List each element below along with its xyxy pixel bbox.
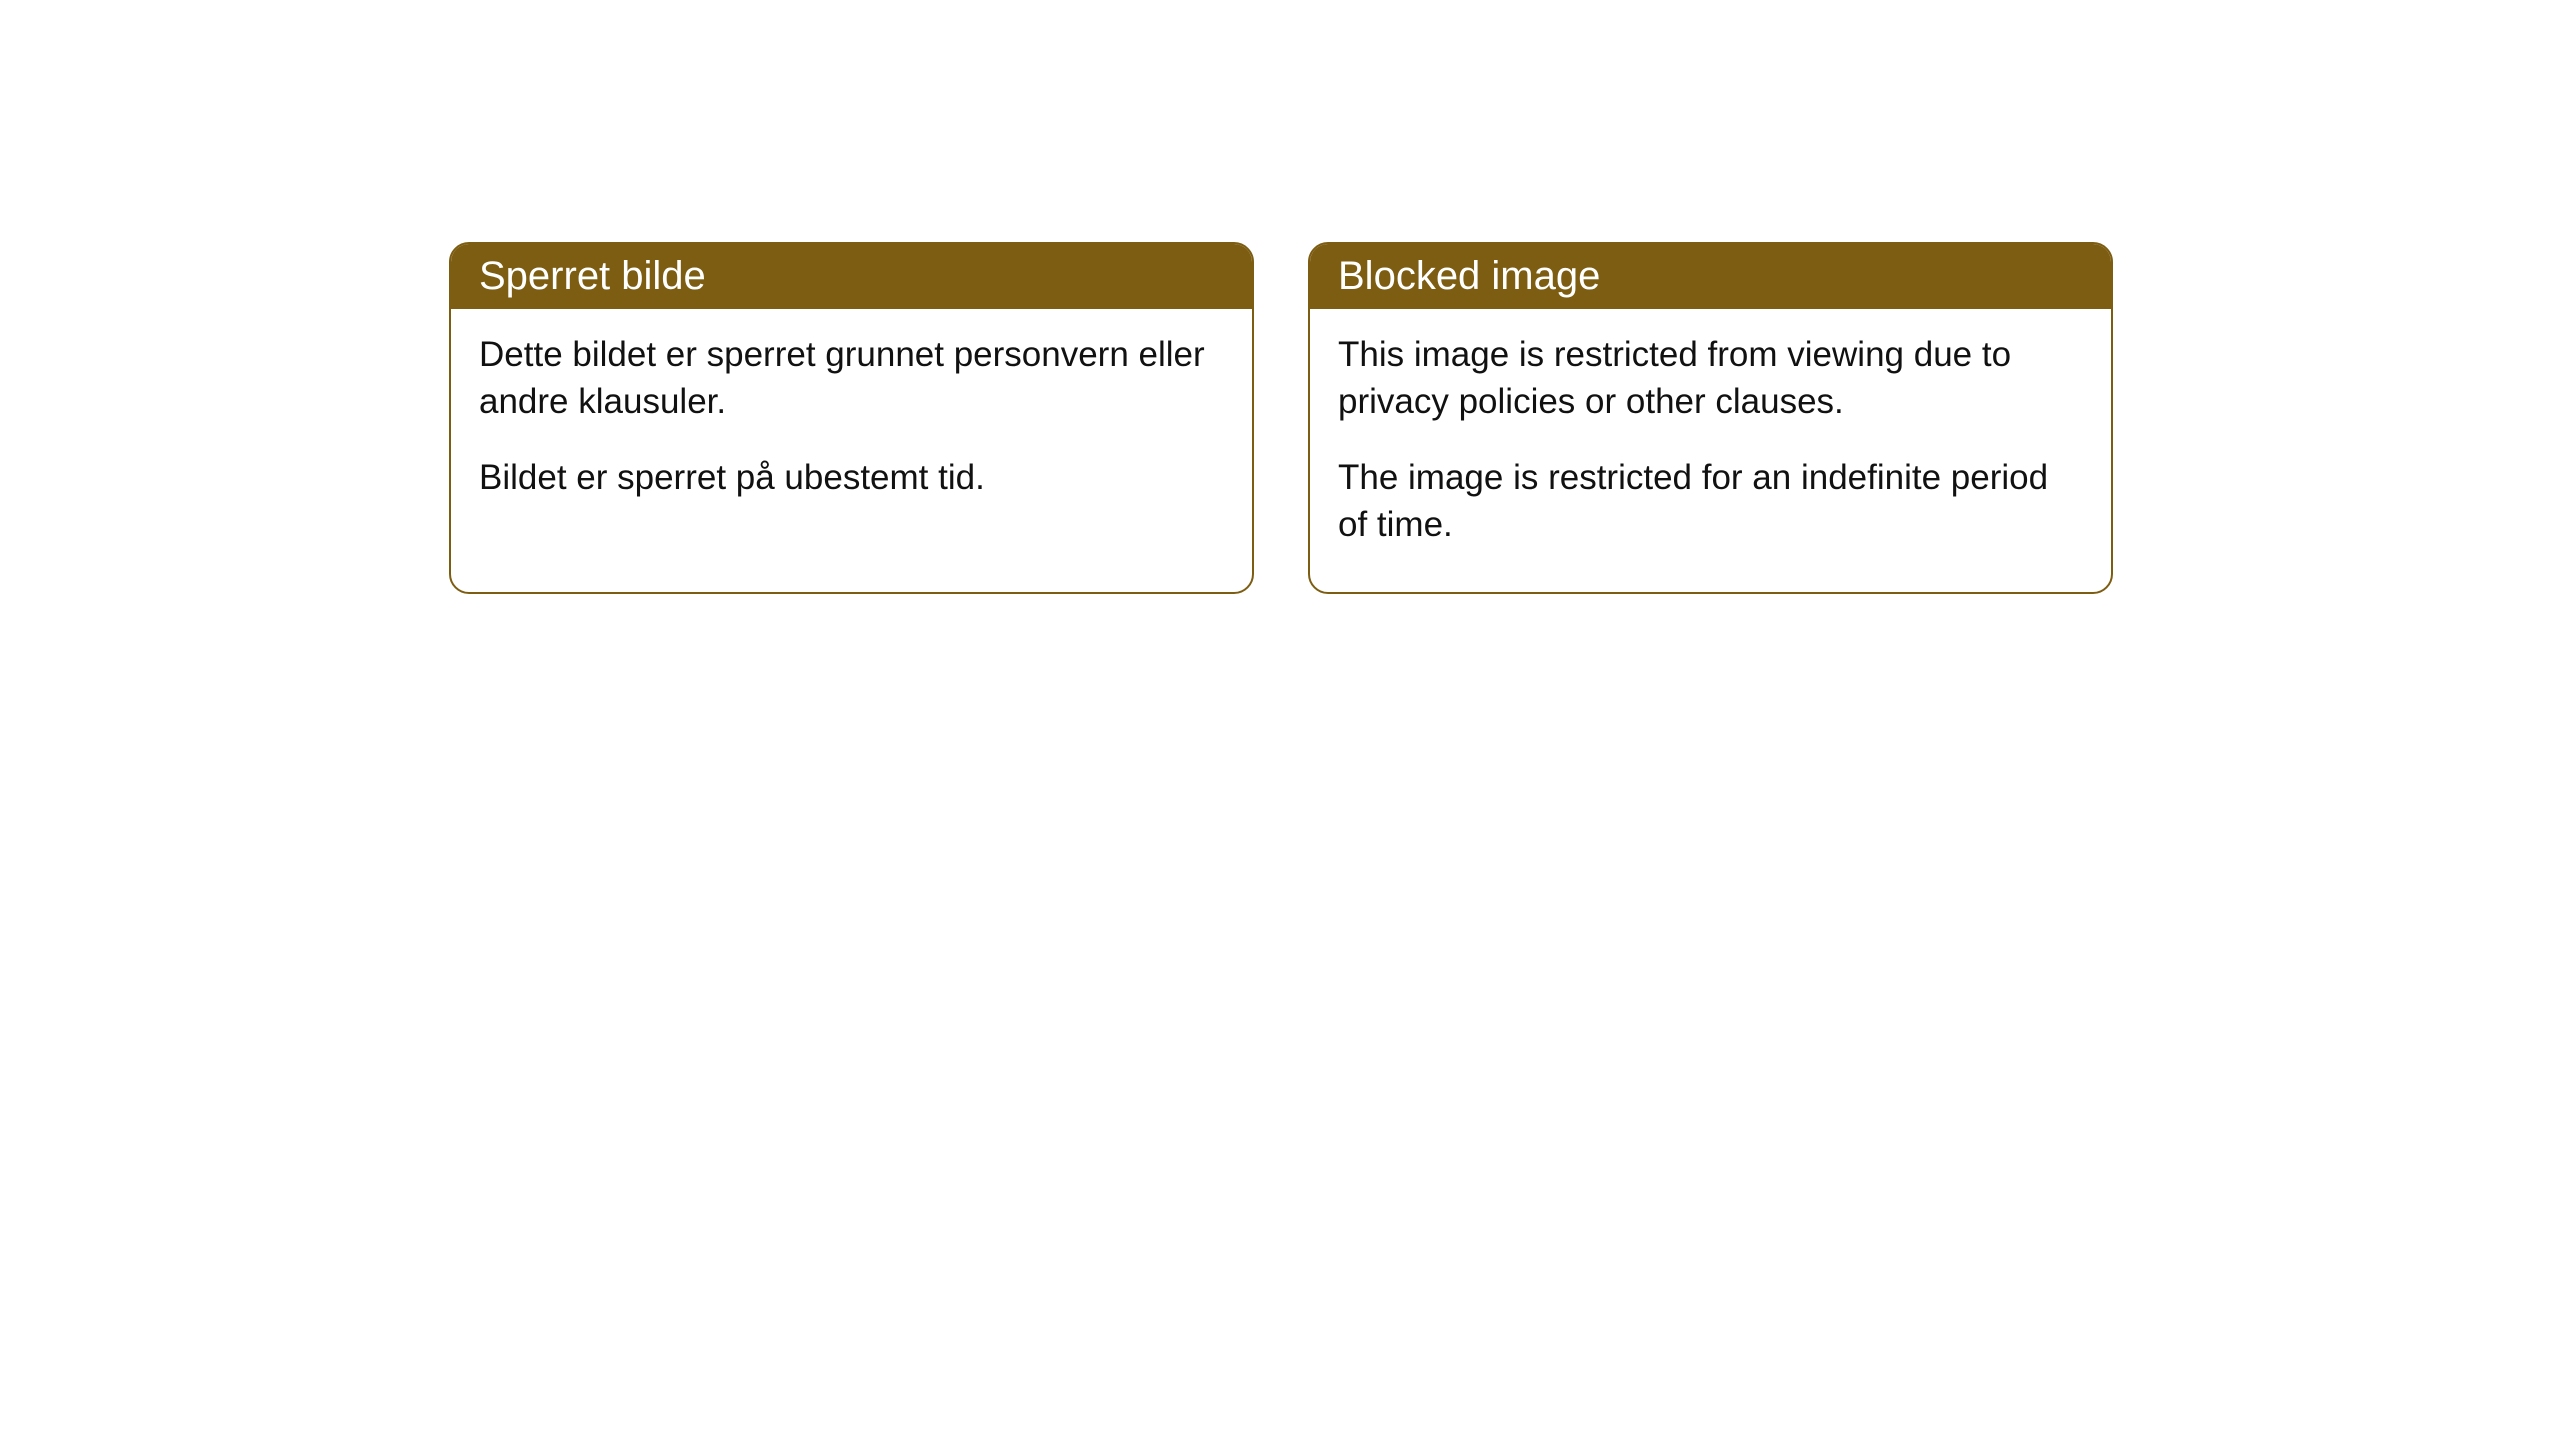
card-paragraph: The image is restricted for an indefinit… [1338,454,2083,549]
notice-card-norwegian: Sperret bilde Dette bildet er sperret gr… [449,242,1254,594]
card-header: Blocked image [1310,244,2111,309]
card-paragraph: This image is restricted from viewing du… [1338,331,2083,426]
notice-card-english: Blocked image This image is restricted f… [1308,242,2113,594]
notice-cards-container: Sperret bilde Dette bildet er sperret gr… [449,242,2113,594]
card-paragraph: Dette bildet er sperret grunnet personve… [479,331,1224,426]
card-body: This image is restricted from viewing du… [1310,309,2111,592]
card-header: Sperret bilde [451,244,1252,309]
card-body: Dette bildet er sperret grunnet personve… [451,309,1252,545]
card-paragraph: Bildet er sperret på ubestemt tid. [479,454,1224,501]
card-title: Blocked image [1338,254,1600,298]
card-title: Sperret bilde [479,254,706,298]
